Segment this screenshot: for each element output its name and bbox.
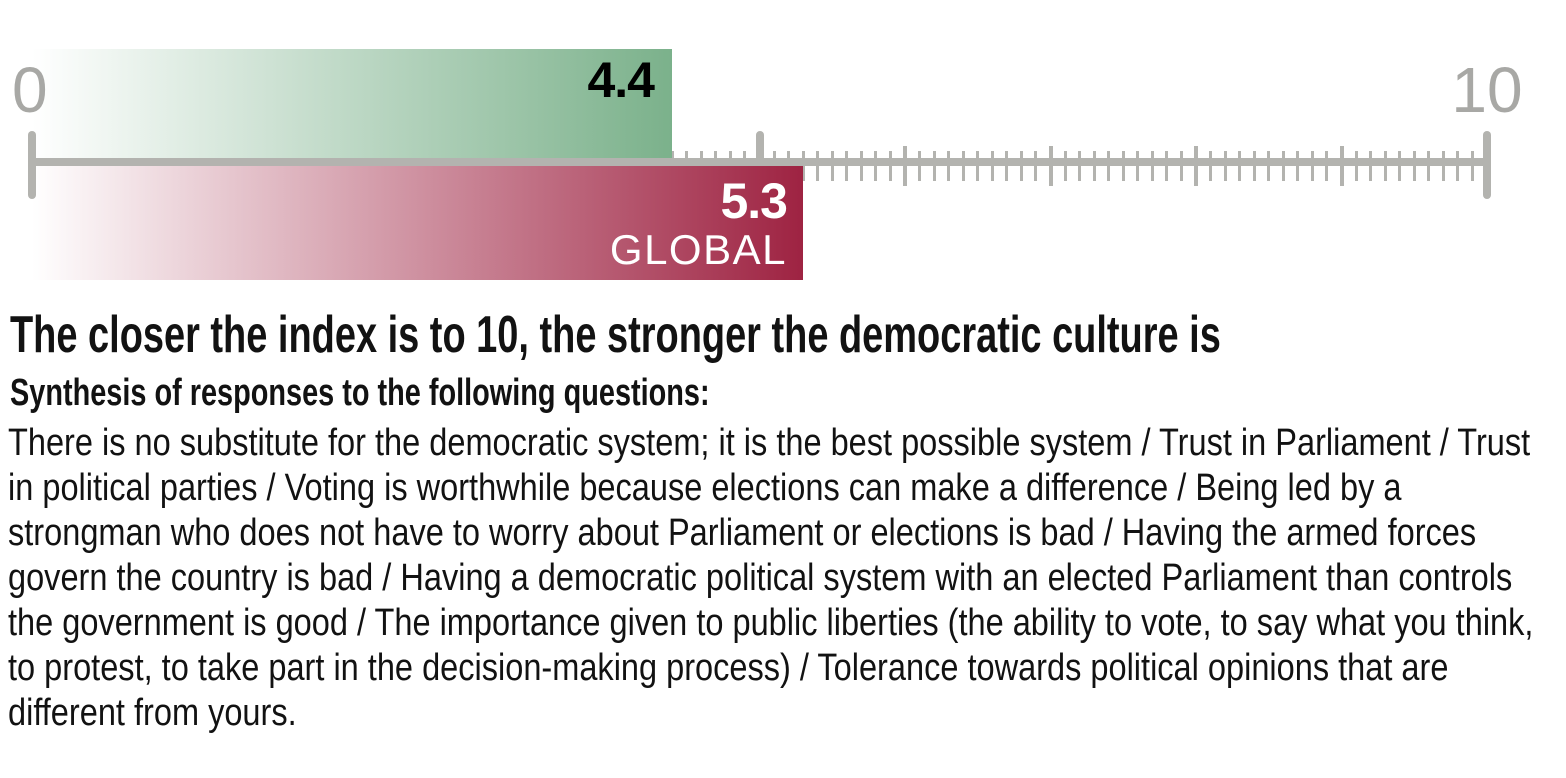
global-index-bar: 5.3 GLOBAL — [32, 166, 803, 280]
global-index-value: 5.3 — [720, 173, 788, 229]
chart-title: The closer the index is to 10, the stron… — [10, 306, 1221, 364]
global-index-label: GLOBAL — [609, 226, 787, 273]
axis-min-label: 0 — [12, 54, 48, 126]
ruler-end-tick-layer — [0, 0, 1566, 300]
country-index-value: 4.4 — [587, 52, 655, 108]
chart-subtitle: Synthesis of responses to the following … — [10, 372, 710, 414]
ruler-baseline — [32, 158, 1487, 166]
country-index-bar: 4.4 — [32, 49, 672, 158]
axis-max-label: 10 — [1451, 54, 1523, 126]
democracy-index-chart: 0 10 4.4 5.3 GLOBAL — [0, 0, 1566, 300]
questions-list: There is no substitute for the democrati… — [8, 422, 1534, 734]
